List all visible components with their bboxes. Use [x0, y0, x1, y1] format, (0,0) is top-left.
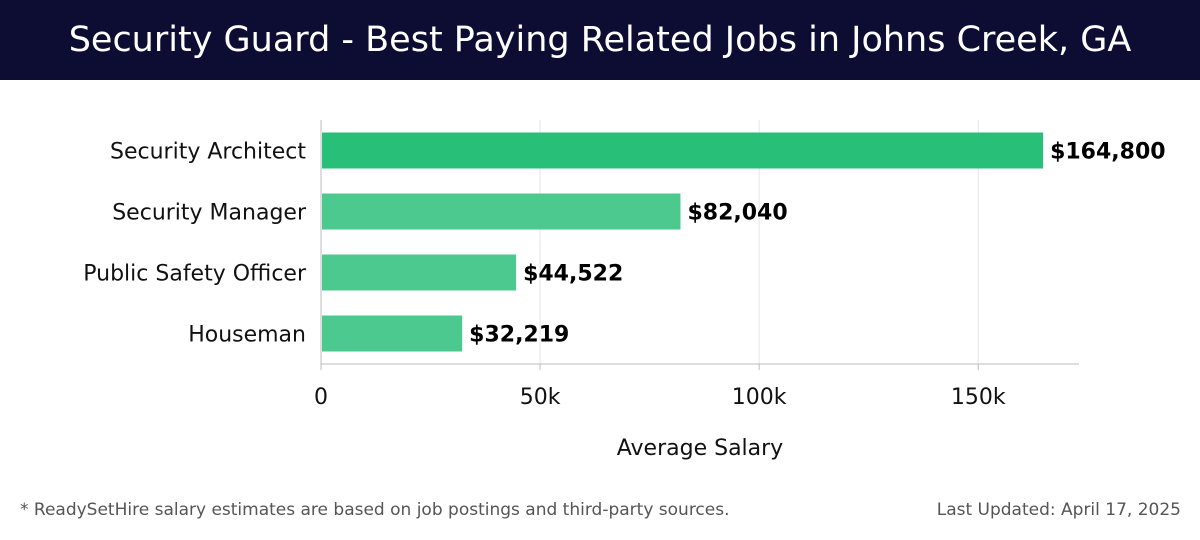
labels: 0 50k 100k 150k Security Architect $164,800 Se…: [83, 140, 1165, 411]
last-updated: Last Updated: April 17, 2025: [936, 500, 1181, 520]
x-tick-label: 100k: [732, 385, 787, 410]
salary-bar-chart: 0 50k 100k 150k Security Architect $164,800 Se…: [83, 120, 1166, 461]
x-tick-label: 150k: [951, 385, 1006, 410]
category-label: Houseman: [188, 323, 306, 348]
value-label: $32,219: [469, 323, 569, 348]
bars: [322, 132, 1044, 352]
footnote: * ReadySetHire salary estimates are base…: [20, 500, 730, 520]
bar: [322, 193, 681, 230]
value-label: $82,040: [687, 201, 787, 226]
category-label: Public Safety Officer: [83, 262, 307, 287]
header-bar: Security Guard - Best Paying Related Job…: [0, 0, 1200, 80]
x-tick-label: 0: [314, 385, 328, 410]
value-label: $164,800: [1050, 140, 1166, 165]
category-label: Security Architect: [110, 140, 306, 165]
bar: [322, 315, 463, 352]
bar: [322, 254, 517, 291]
page-title: Security Guard - Best Paying Related Job…: [68, 20, 1132, 60]
value-label: $44,522: [523, 262, 623, 287]
x-axis-title: Average Salary: [617, 436, 783, 461]
x-tick-label: 50k: [520, 385, 561, 410]
bar: [322, 132, 1044, 169]
category-label: Security Manager: [112, 201, 307, 226]
axes: [320, 120, 1079, 365]
